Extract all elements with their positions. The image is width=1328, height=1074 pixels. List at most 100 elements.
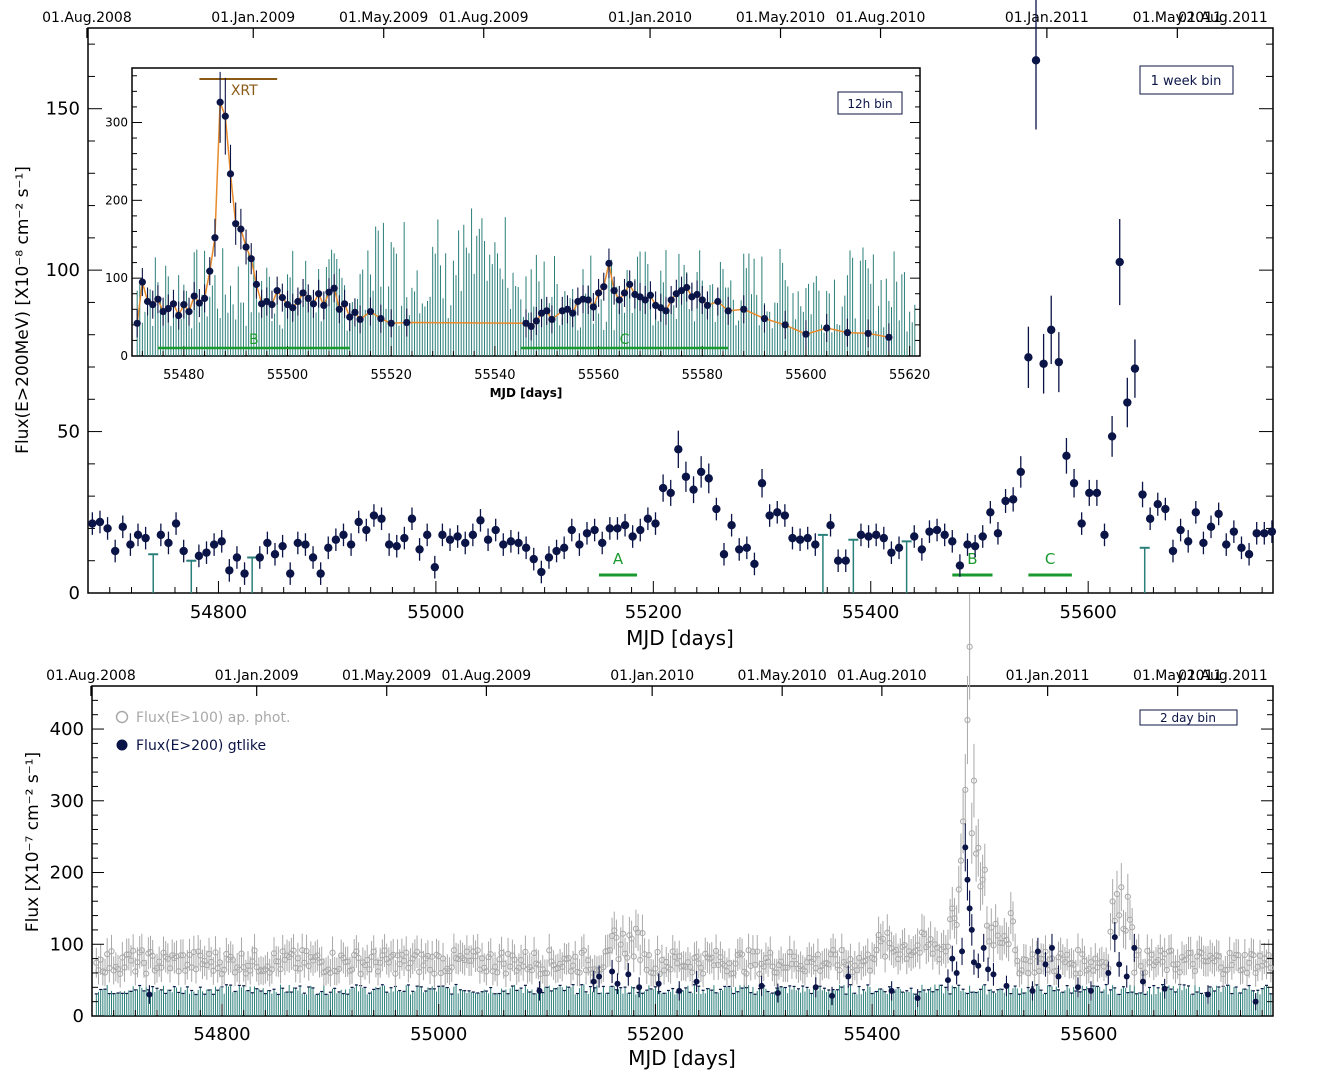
data-point — [179, 952, 187, 959]
data-point — [448, 964, 455, 971]
top-date-axis: 01.Aug.2008 01.Jan.2009 01.May.2009 01.Aug.… — [42, 10, 1268, 38]
data-point — [963, 540, 972, 549]
data-point — [303, 947, 310, 955]
data-point — [180, 301, 188, 309]
data-point — [802, 330, 810, 338]
data-point — [1116, 912, 1123, 919]
data-point — [605, 259, 613, 267]
data-point — [993, 529, 1003, 538]
inset-x-axis-label: MJD [days] — [490, 386, 563, 400]
bottom-y-axis-label: Flux [X10⁻⁷ cm⁻² s⁻¹] — [23, 752, 43, 932]
data-point — [190, 292, 198, 300]
data-point — [738, 951, 746, 958]
data-point — [351, 308, 359, 317]
data-point — [968, 830, 975, 837]
data-point — [200, 294, 209, 302]
date-tick-label: 01.May.2010 — [736, 10, 825, 26]
data-point — [329, 949, 336, 956]
data-point — [885, 333, 893, 341]
data-point — [1199, 538, 1208, 548]
data-point — [1123, 973, 1130, 980]
bottom-date-axis: 01.Aug.2008 01.Jan.2009 01.May.2009 01.Aug.… — [46, 668, 1268, 696]
data-point — [888, 987, 895, 994]
y-tick-label: 100 — [46, 260, 80, 281]
data-point — [957, 857, 965, 864]
data-point — [143, 970, 150, 977]
data-point — [226, 170, 235, 178]
data-point — [636, 293, 644, 301]
top-upper-limits — [148, 533, 1150, 593]
inset-bin-box — [837, 91, 903, 115]
x-tick-label: 54800 — [190, 602, 247, 623]
x-tick-label: 55200 — [625, 602, 682, 623]
legend-open-circle-icon — [115, 710, 129, 724]
data-point — [1107, 928, 1114, 935]
data-point — [522, 319, 530, 327]
data-point — [655, 980, 662, 987]
data-point — [584, 296, 592, 304]
date-tick-label: 01.Aug.2009 — [439, 10, 529, 26]
data-point — [615, 296, 623, 304]
data-point — [916, 949, 923, 956]
data-point — [185, 308, 193, 316]
data-point — [780, 511, 790, 520]
data-point — [630, 953, 637, 960]
data-point — [252, 280, 261, 288]
data-point — [324, 543, 333, 552]
data-point — [636, 984, 643, 991]
y-tick-label: 200 — [50, 863, 84, 884]
y-tick-label: 100 — [50, 934, 84, 955]
data-point — [331, 535, 341, 544]
data-point — [1077, 970, 1084, 977]
data-point — [843, 329, 852, 337]
inset-xrt-marker: XRT — [199, 78, 278, 99]
data-point — [521, 543, 531, 552]
data-point — [232, 553, 242, 562]
data-point — [552, 546, 561, 556]
data-point — [605, 524, 615, 533]
data-point — [286, 569, 295, 578]
date-tick-label: 01.May.2011 — [1133, 668, 1222, 684]
data-point — [1016, 467, 1025, 477]
data-point — [625, 971, 632, 978]
data-point — [209, 540, 219, 549]
data-point — [559, 543, 569, 552]
period-label: B — [249, 332, 259, 348]
data-point — [159, 308, 167, 316]
data-point — [195, 299, 203, 307]
data-point — [1267, 527, 1277, 536]
data-point — [609, 968, 616, 975]
data-point — [812, 984, 819, 991]
x-tick-label: 54800 — [193, 1024, 250, 1045]
data-point — [164, 304, 172, 313]
bottom-plot-frame — [91, 685, 1274, 1017]
data-point — [536, 987, 543, 994]
data-point — [1047, 325, 1056, 335]
data-point — [582, 529, 592, 538]
date-tick-label: 01.May.2011 — [1133, 10, 1222, 26]
data-point — [966, 643, 973, 650]
data-point — [532, 317, 540, 325]
data-point — [1235, 952, 1242, 959]
data-point — [1087, 987, 1094, 994]
data-point — [487, 951, 494, 958]
top-x-axis-label: MJD [days] — [626, 626, 734, 650]
top-bin-box — [1139, 65, 1234, 95]
y-tick-label: 0 — [120, 349, 128, 363]
data-point — [689, 485, 698, 494]
data-point — [871, 530, 881, 540]
data-point — [754, 948, 761, 955]
data-point — [1031, 56, 1041, 65]
data-point — [1131, 969, 1138, 976]
data-point — [141, 533, 150, 543]
data-point — [149, 952, 156, 959]
data-point — [453, 532, 462, 541]
data-point — [277, 966, 284, 973]
data-point — [339, 530, 348, 540]
data-point — [299, 289, 307, 297]
data-point — [407, 514, 417, 523]
data-point — [143, 297, 152, 306]
data-point — [841, 556, 850, 565]
data-point — [528, 967, 535, 974]
data-point — [1005, 940, 1012, 948]
